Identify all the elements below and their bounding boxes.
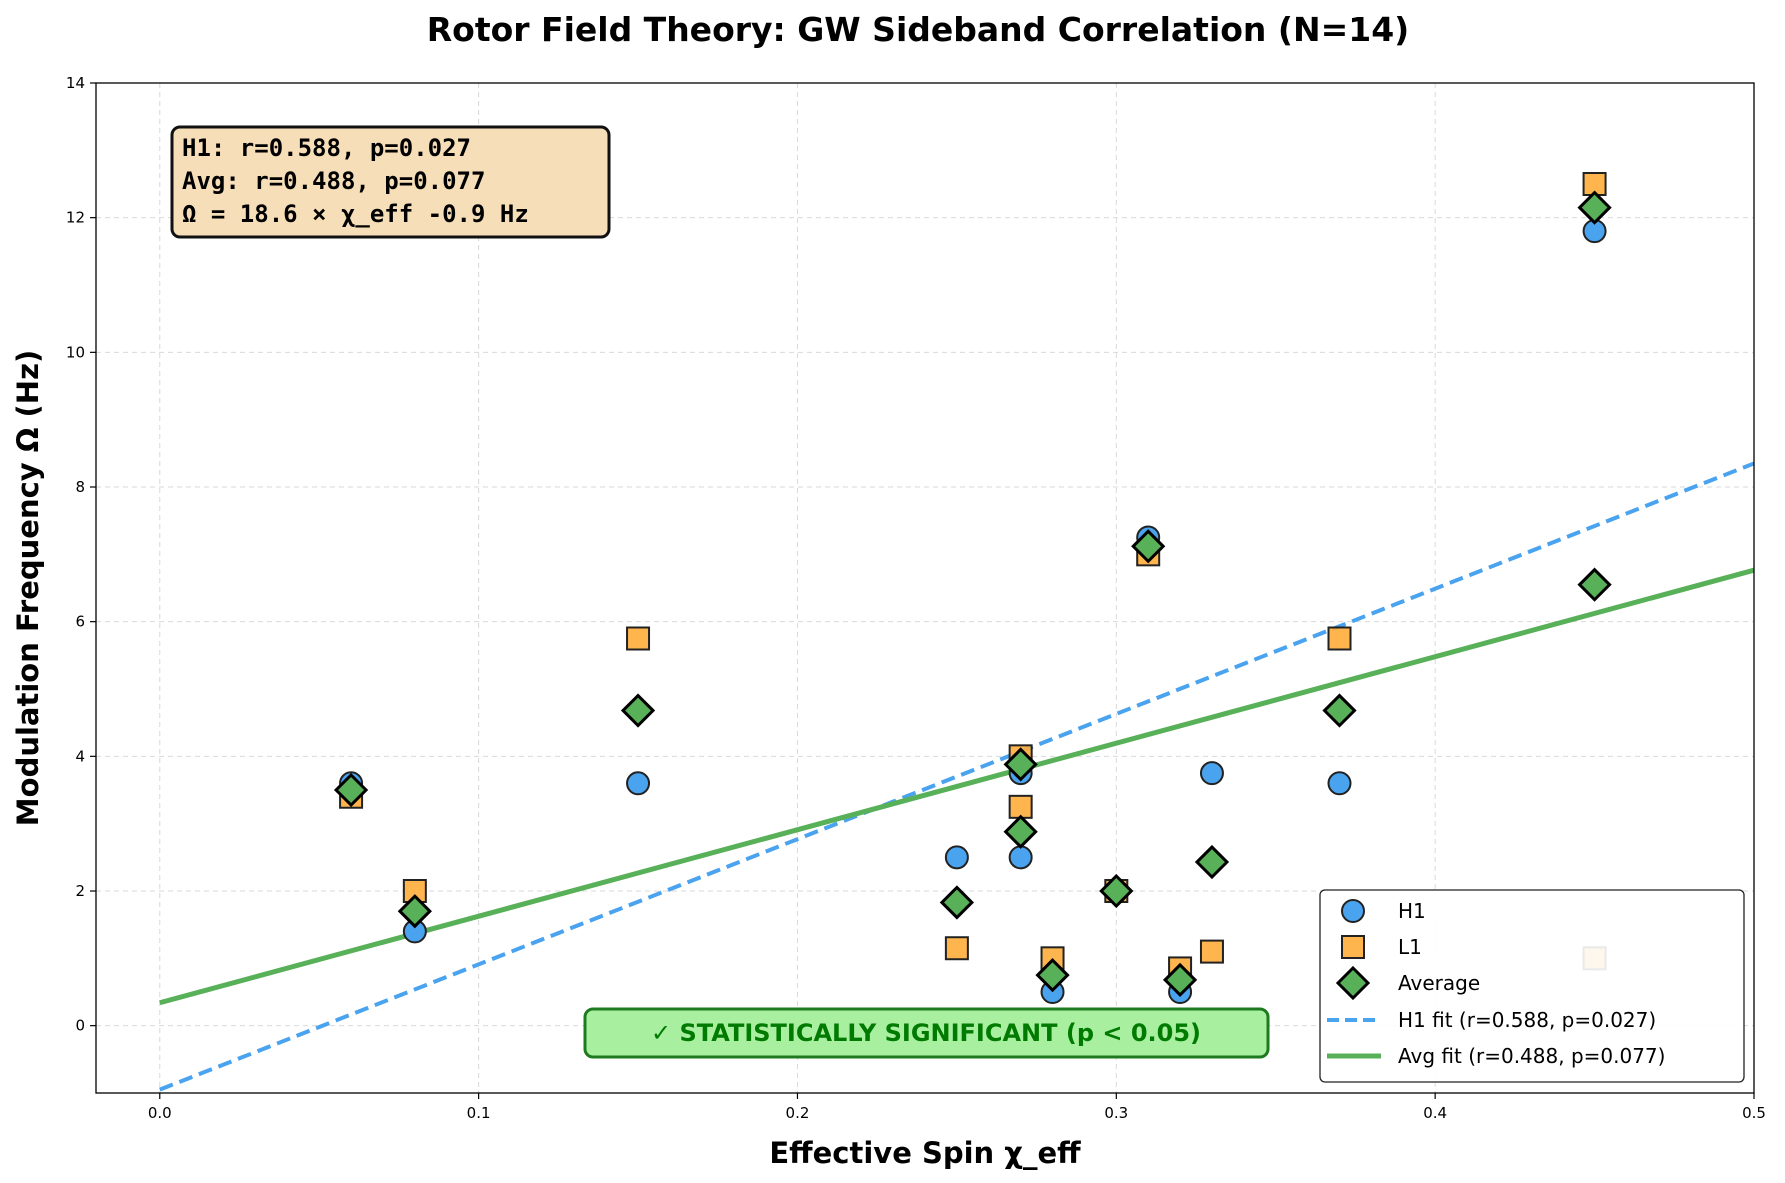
stats-line-equation: Ω = 18.6 × χ_eff -0.9 Hz: [182, 200, 529, 228]
plot-frame: [95, 82, 1755, 1094]
l1-point: [1199, 939, 1224, 964]
x-tick-label: 0.2: [786, 1104, 810, 1122]
h1-point: [1008, 845, 1033, 870]
average-point: [397, 894, 432, 929]
stats-box-background: [170, 125, 611, 239]
y-axis-title: Modulation Frequency Ω (Hz): [11, 350, 45, 826]
significance-label: ✓ STATISTICALLY SIGNIFICANT (p < 0.05): [651, 1019, 1201, 1047]
legend-marks: [1327, 899, 1381, 1059]
average-point: [1577, 567, 1612, 602]
x-tick-label: 0.3: [1104, 1104, 1128, 1122]
significance-box-background: [583, 1007, 1270, 1059]
h1-point: [1327, 771, 1352, 796]
average-point: [1099, 873, 1134, 909]
h1-point: [1199, 761, 1224, 786]
stats-line-h1: H1: r=0.588, p=0.027: [182, 134, 471, 162]
x-axis-title: Effective Spin χ_eff: [769, 1136, 1081, 1170]
legend: H1 L1 Average H1 fit (r=0.588, p=0.027) …: [1319, 889, 1745, 1083]
average-point: [1162, 962, 1198, 998]
x-tick-label: 0.1: [467, 1104, 491, 1122]
average-point: [1322, 693, 1357, 728]
y-tick-label: 0: [75, 1017, 85, 1035]
average-point: [1003, 814, 1038, 849]
y-tick-label: 4: [75, 747, 85, 765]
legend-label-h1-fit: H1 fit (r=0.588, p=0.027): [1398, 1008, 1656, 1032]
x-tick-label: 0.4: [1423, 1104, 1447, 1122]
stats-line-avg: Avg: r=0.488, p=0.077: [182, 167, 485, 195]
average-point: [1035, 958, 1070, 993]
legend-label-l1: L1: [1398, 935, 1422, 959]
y-tick-label: 10: [66, 343, 85, 361]
y-tick-label: 2: [75, 882, 85, 900]
y-tick-label: 8: [75, 478, 85, 496]
legend-mark-l1: [1341, 935, 1365, 959]
legend-mark-average: [1335, 965, 1371, 1001]
y-tick-label: 12: [66, 209, 85, 227]
average-point: [1003, 747, 1038, 782]
data-points: [333, 172, 1612, 1004]
l1-point: [1327, 626, 1352, 651]
average-point: [333, 772, 369, 808]
average-point: [1131, 529, 1166, 564]
y-tick-label: 14: [66, 74, 85, 92]
x-tick-label: 0.0: [148, 1104, 172, 1122]
average-point: [1194, 844, 1230, 880]
axis-ticks: 0.0 0.1 0.2 0.3 0.4 0.5 0 2 4 6 8 10 12 14: [66, 74, 1766, 1122]
legend-label-h1: H1: [1398, 899, 1426, 923]
average-point: [939, 885, 975, 920]
l1-point: [626, 626, 651, 651]
stats-annotation-box: H1: r=0.588, p=0.027 Avg: r=0.488, p=0.0…: [170, 125, 611, 239]
x-tick-label: 0.5: [1742, 1104, 1766, 1122]
l1-point: [944, 936, 969, 961]
h1-fit-line: [159, 461, 1755, 1092]
significance-annotation-box: ✓ STATISTICALLY SIGNIFICANT (p < 0.05): [583, 1007, 1270, 1059]
y-tick-label: 6: [75, 613, 85, 631]
legend-mark-h1: [1341, 899, 1365, 923]
h1-point: [944, 845, 969, 870]
chart-title: Rotor Field Theory: GW Sideband Correlat…: [427, 10, 1410, 49]
legend-label-average: Average: [1398, 971, 1480, 995]
h1-point: [626, 771, 651, 796]
average-point: [620, 693, 656, 728]
average-point: [1577, 190, 1612, 225]
l1-point: [1008, 794, 1033, 819]
legend-label-avg-fit: Avg fit (r=0.488, p=0.077): [1398, 1044, 1665, 1068]
legend-frame: [1319, 889, 1745, 1083]
